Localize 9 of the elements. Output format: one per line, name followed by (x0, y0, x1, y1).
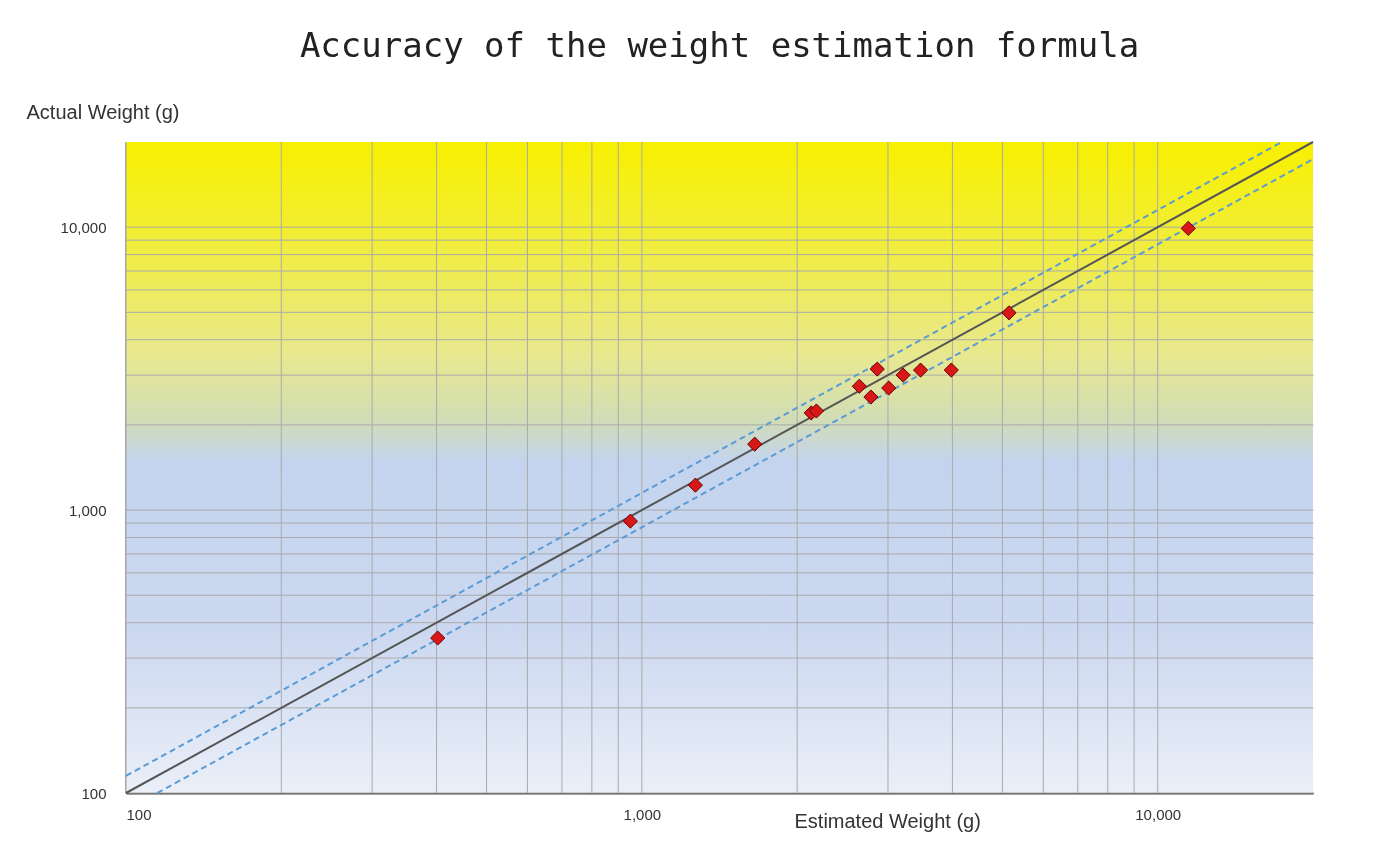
x-tick-label: 10,000 (1135, 805, 1182, 823)
y-tick-label: 1,000 (68, 501, 107, 519)
chart-title: Accuracy of the weight estimation formula (299, 25, 1140, 65)
x-axis-title: Estimated Weight (g) (794, 809, 981, 832)
y-tick-label: 100 (81, 784, 107, 802)
x-tick-label: 1,000 (623, 805, 662, 823)
x-tick-label: 100 (126, 805, 152, 823)
y-axis-title: Actual Weight (g) (26, 100, 180, 123)
y-tick-label: 10,000 (60, 218, 107, 236)
